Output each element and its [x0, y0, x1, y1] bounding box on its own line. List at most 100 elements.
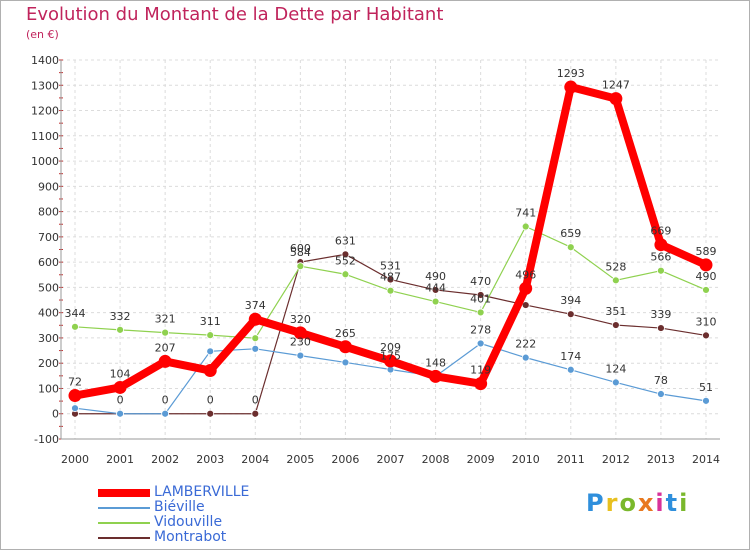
data-point — [203, 364, 217, 378]
data-point — [206, 347, 215, 356]
data-label: 669 — [650, 225, 671, 238]
data-point — [702, 286, 710, 294]
legend-swatch — [98, 537, 150, 539]
data-point — [296, 262, 305, 271]
data-label: 1293 — [557, 67, 585, 80]
data-point — [386, 286, 395, 295]
legend-label: Vidouville — [154, 514, 223, 530]
data-label: 374 — [245, 299, 266, 312]
data-point — [519, 281, 533, 295]
data-label: 487 — [380, 271, 401, 284]
y-tick-label: 100 — [38, 382, 59, 395]
data-point — [431, 286, 440, 294]
data-point — [429, 369, 443, 383]
x-tick-label: 2005 — [286, 453, 314, 466]
data-label: 175 — [380, 350, 401, 363]
y-tick-label: 1400 — [31, 54, 59, 67]
x-tick-label: 2004 — [241, 453, 269, 466]
y-tick-label: 600 — [38, 256, 59, 269]
data-label: 470 — [470, 275, 491, 288]
data-label: 401 — [470, 292, 491, 305]
x-tick-label: 2011 — [557, 453, 585, 466]
proxiti-logo: Proxiti — [586, 489, 689, 517]
data-label: 552 — [335, 254, 356, 267]
logo-letter: r — [605, 489, 620, 517]
data-point — [71, 322, 79, 331]
y-tick-label: 500 — [38, 281, 59, 294]
data-label: 124 — [605, 362, 626, 375]
data-label: 230 — [290, 336, 311, 349]
data-point — [521, 222, 530, 231]
x-tick-label: 2013 — [647, 453, 675, 466]
chart-subtitle: (en €) — [26, 28, 59, 41]
data-label: 444 — [425, 282, 446, 295]
data-label: 344 — [65, 307, 86, 320]
data-point — [657, 266, 665, 275]
data-point — [521, 353, 530, 362]
data-point — [71, 404, 79, 413]
data-point — [702, 396, 710, 405]
y-tick-label: 1300 — [31, 79, 59, 92]
data-point — [657, 324, 665, 332]
data-label: 51 — [699, 381, 713, 394]
data-label: 631 — [335, 234, 356, 247]
data-point — [386, 275, 395, 284]
data-point — [338, 340, 352, 354]
data-point — [251, 334, 260, 343]
data-point — [611, 321, 620, 329]
data-label: 584 — [290, 246, 311, 259]
legend-label: LAMBERVILLE — [154, 484, 250, 500]
data-label: 78 — [654, 374, 668, 387]
logo-letter: i — [655, 489, 666, 517]
x-tick-label: 2014 — [692, 453, 720, 466]
data-point — [431, 297, 440, 306]
y-tick-label: 900 — [38, 180, 59, 193]
data-point — [116, 325, 124, 334]
y-tick-label: 400 — [38, 307, 59, 320]
data-point — [566, 243, 575, 252]
data-point — [113, 380, 127, 394]
x-tick-label: 2008 — [422, 453, 450, 466]
data-point — [206, 409, 215, 418]
data-label: 0 — [252, 394, 259, 407]
data-label: 1247 — [602, 79, 630, 92]
plot-area — [61, 60, 720, 439]
legend-swatch — [98, 522, 150, 524]
y-tick-label: 0 — [52, 408, 59, 421]
legend-label: Montrabot — [154, 529, 227, 545]
x-tick-label: 2009 — [467, 453, 495, 466]
data-point — [341, 250, 350, 259]
x-tick-label: 2006 — [331, 453, 359, 466]
data-label: 0 — [207, 394, 214, 407]
data-label: 531 — [380, 260, 401, 273]
data-label: 332 — [110, 310, 131, 323]
x-tick-label: 2012 — [602, 453, 630, 466]
x-tick-label: 2007 — [377, 453, 405, 466]
legend-swatch — [98, 507, 150, 509]
logo-letter: o — [619, 489, 638, 517]
data-point — [657, 390, 665, 398]
data-label: 72 — [68, 376, 82, 389]
data-point — [566, 365, 575, 374]
data-label: 119 — [470, 364, 491, 377]
y-tick-label: 1000 — [31, 155, 59, 168]
data-point — [699, 258, 713, 272]
data-point — [251, 409, 260, 418]
legend-swatch — [98, 489, 150, 497]
y-tick-label: 700 — [38, 231, 59, 244]
data-point — [293, 326, 307, 340]
data-point — [251, 344, 260, 353]
data-label: 222 — [515, 338, 536, 351]
x-tick-label: 2003 — [196, 453, 224, 466]
data-label: 0 — [117, 394, 124, 407]
data-point — [611, 276, 620, 285]
logo-letter: x — [637, 489, 656, 517]
data-point — [476, 339, 485, 348]
data-point — [116, 409, 124, 418]
y-tick-label: 300 — [38, 332, 59, 345]
data-label: 496 — [515, 268, 536, 281]
data-point — [158, 354, 172, 368]
data-point — [341, 270, 350, 279]
data-point — [296, 351, 305, 360]
data-label: 490 — [425, 270, 446, 283]
